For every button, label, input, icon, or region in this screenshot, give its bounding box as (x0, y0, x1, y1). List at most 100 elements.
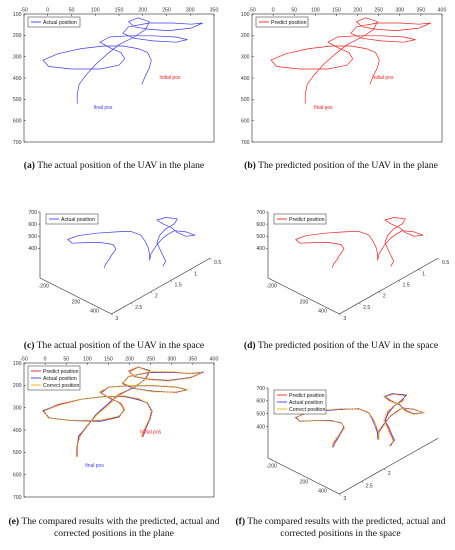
x-tick (130, 302, 133, 305)
y-tick-label: 100 (13, 12, 22, 18)
x-tick-label: -50 (248, 8, 256, 14)
y-tick-label: 700 (241, 140, 250, 146)
z-tick-label: 500 (28, 234, 37, 240)
x-tick-label: 1.5 (175, 283, 182, 289)
x-tick-label: 50 (69, 8, 75, 14)
axes-frame (23, 13, 215, 143)
legend-label: Predict position (289, 217, 325, 223)
x-tick-label: 250 (146, 357, 155, 363)
y-tick-label: 600 (241, 118, 250, 124)
x-tick-label: 100 (91, 8, 100, 14)
legend-box (45, 213, 99, 225)
series-line-actual (67, 217, 196, 268)
x-tick-label: 350 (210, 8, 219, 14)
x-tick-label: 100 (83, 357, 92, 363)
y-tick-label: 200 (300, 299, 309, 305)
annotation-label: final pos (94, 105, 113, 111)
x-tick (150, 291, 153, 294)
x-tick-label: 1.5 (403, 283, 410, 289)
z-tick-label: 700 (28, 210, 37, 216)
x-tick-label: 1 (194, 271, 197, 277)
x-tick (383, 468, 386, 471)
x-tick-label: 200 (353, 8, 362, 14)
x-tick-label: 350 (417, 8, 426, 14)
x-tick-label: 0 (44, 357, 47, 363)
chart-panel-b: -50 0 50 100 150 200 250 300 350 400 100 200 300 400 5… (241, 8, 447, 146)
x-tick-label: 2 (383, 294, 386, 300)
series-line-correct (295, 393, 424, 448)
z-tick-label: 500 (256, 234, 265, 240)
x-axis (339, 437, 439, 495)
legend-label: Predict position (43, 369, 79, 375)
x-tick-label: 150 (332, 8, 341, 14)
chart-panel-f: 400 500 600 700 -200 200 400 3 2.5 2 Predict posit… (256, 386, 439, 502)
x-tick-label: 350 (189, 357, 198, 363)
x-tick-label: 300 (167, 357, 176, 363)
x-tick (339, 493, 342, 496)
series-line-predict (295, 217, 424, 268)
y-tick-label: -200 (266, 463, 276, 469)
x-tick-label: 150 (104, 357, 113, 363)
y-axis (267, 457, 340, 495)
z-tick-label: 700 (256, 210, 265, 216)
x-tick-label: 3 (115, 316, 118, 322)
legend: Actual position (45, 213, 99, 225)
legend: Predict position (273, 213, 327, 225)
x-tick-label: 300 (395, 8, 404, 14)
x-tick-label: 250 (374, 8, 383, 14)
x-tick-label: 2.5 (363, 305, 370, 311)
x-tick-label: 250 (162, 8, 171, 14)
x-axis (111, 257, 211, 315)
z-tick-label: 400 (28, 246, 37, 252)
x-tick (339, 313, 342, 316)
legend-label: Actual position (43, 20, 77, 26)
y-tick-label: 400 (241, 76, 250, 82)
x-tick-label: 400 (210, 357, 219, 363)
legend-box (273, 213, 327, 225)
x-tick-label: 3 (343, 496, 346, 502)
x-tick (358, 302, 361, 305)
legend-label: Actual position (61, 217, 95, 223)
x-tick (111, 313, 114, 316)
y-axis (39, 277, 112, 315)
y-tick-label: 500 (241, 97, 250, 103)
y-tick-label: 500 (13, 450, 22, 456)
x-tick-label: 300 (186, 8, 195, 14)
x-tick (378, 291, 381, 294)
y-tick-label: 500 (13, 97, 22, 103)
caption-b: (b) The predicted position of the UAV in… (244, 160, 438, 171)
z-tick-label: 500 (256, 411, 265, 417)
y-tick-label: 200 (13, 33, 22, 39)
legend-label: Predict position (289, 393, 325, 399)
annotation-label: final pos (85, 463, 104, 469)
y-tick-label: 700 (13, 140, 22, 146)
y-tick-label: -200 (266, 283, 276, 289)
x-tick-label: -50 (20, 8, 28, 14)
z-tick-label: 600 (256, 399, 265, 405)
x-tick-label: 3 (343, 316, 346, 322)
annotation-label: Initial pos (140, 429, 162, 435)
x-tick-label: 400 (438, 8, 447, 14)
z-tick-label: 700 (256, 386, 265, 392)
x-tick-label: 0.5 (442, 260, 449, 266)
z-tick-label: 400 (256, 246, 265, 252)
x-tick-label: 2.5 (135, 305, 142, 311)
y-tick-label: 200 (13, 383, 22, 389)
y-tick-label: 200 (72, 299, 81, 305)
legend: Actual position (27, 16, 81, 28)
annotation-label: final pos (314, 105, 333, 111)
y-tick-label: 300 (241, 54, 250, 60)
y-tick-label: 700 (13, 495, 22, 501)
y-tick-label: 400 (13, 76, 22, 82)
z-tick-label: 600 (256, 222, 265, 228)
x-tick (418, 269, 420, 272)
x-tick-label: 50 (63, 357, 69, 363)
x-tick-label: 0 (272, 8, 275, 14)
y-tick-label: 400 (90, 309, 99, 315)
z-tick-label: 400 (256, 424, 265, 430)
legend: Predict position (255, 16, 309, 28)
y-tick-label: 400 (13, 428, 22, 434)
legend-label: Actual position (289, 400, 323, 406)
x-tick (437, 258, 440, 260)
